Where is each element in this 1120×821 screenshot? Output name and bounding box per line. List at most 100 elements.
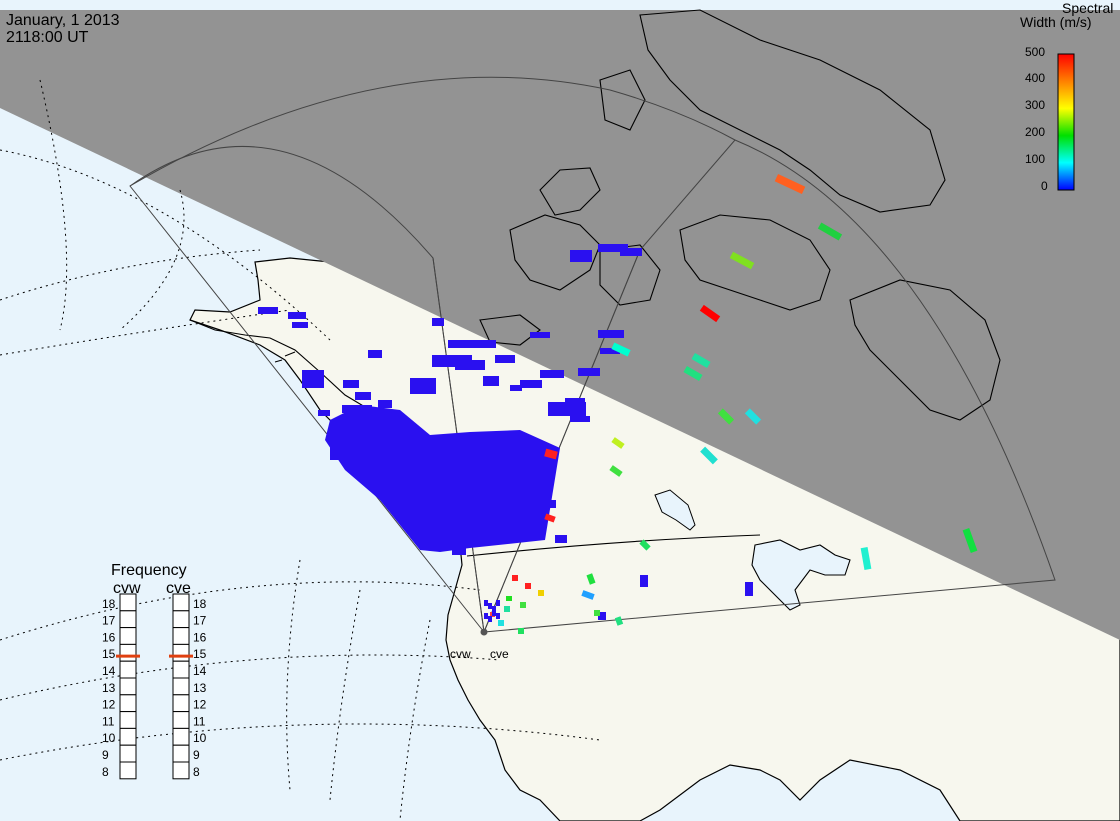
echo-cell [258, 307, 278, 314]
echo-cell [594, 610, 600, 616]
echo-cell [448, 340, 478, 348]
echo-cell [400, 470, 410, 484]
frequency-level-label: 11 [193, 714, 206, 728]
echo-cell [355, 392, 371, 400]
echo-cell [420, 470, 434, 478]
frequency-level-label: 9 [102, 748, 109, 762]
frequency-level-label: 17 [193, 614, 207, 628]
frequency-title: Frequency [111, 562, 187, 579]
echo-cell [330, 430, 370, 460]
echo-cell [372, 458, 392, 474]
echo-cell [520, 602, 526, 608]
echo-cell [445, 530, 465, 542]
radar-fov-outlines [129, 76, 1056, 634]
echo-cell [548, 500, 556, 508]
echo-cell [544, 513, 556, 523]
frequency-cell [119, 610, 137, 629]
echo-cell [611, 437, 625, 449]
echo-cell [302, 370, 324, 388]
frequency-level-label: 8 [193, 765, 200, 779]
echo-cell [420, 540, 434, 550]
echo-cell [860, 547, 872, 570]
echo-cell [744, 408, 762, 425]
legend-tick: 100 [1025, 152, 1045, 166]
echo-cell [691, 352, 711, 369]
legend-tick: 300 [1025, 98, 1045, 112]
frequency-level-label: 16 [193, 630, 207, 644]
frequency-cell [172, 677, 190, 696]
frequency-cell [172, 593, 190, 612]
arctic-islands [479, 9, 1001, 421]
echo-cell [492, 610, 496, 616]
echo-cell [488, 603, 492, 609]
radar-site-marker [480, 628, 488, 636]
echo-cell [518, 628, 524, 634]
echo-cell [498, 620, 504, 626]
echo-cell [581, 590, 595, 600]
echo-cell [774, 174, 806, 194]
frequency-radar-label-cvw: cvw [113, 580, 141, 597]
echo-cell [555, 535, 567, 543]
frequency-level-label: 15 [193, 647, 207, 661]
echo-cell [530, 332, 550, 338]
echo-cell [578, 368, 600, 376]
echo-cell [600, 348, 620, 354]
echo-cell [717, 408, 735, 425]
time-label: 2118:00 UT [6, 29, 89, 46]
frequency-cell [172, 627, 190, 645]
great-lakes [751, 539, 851, 611]
echo-cell [570, 250, 592, 262]
legend-tick: 400 [1025, 71, 1045, 85]
frequency-level-label: 10 [102, 731, 116, 745]
cve-fov [483, 139, 1056, 633]
frequency-level-label: 14 [102, 664, 116, 678]
echo-cell [483, 376, 499, 386]
echo-cell [510, 385, 522, 391]
frequency-cell [172, 694, 190, 713]
echo-cell [378, 400, 392, 408]
echo-cell [432, 318, 444, 326]
legend-tick: 500 [1025, 45, 1045, 59]
echo-cell [620, 248, 642, 256]
frequency-level-label: 13 [193, 681, 207, 695]
legend-title-line1: Spectral [1062, 0, 1113, 16]
legend-tick: 200 [1025, 125, 1045, 139]
echo-cell [496, 613, 500, 619]
frequency-level-label: 15 [102, 647, 116, 661]
frequency-level-label: 17 [102, 614, 116, 628]
us-canada-border [466, 534, 761, 557]
frequency-cell [119, 593, 137, 612]
frequency-cell [119, 660, 137, 679]
echo-cell [745, 582, 753, 596]
cvw-fov-outer-arc [129, 76, 611, 187]
echo-cell [565, 398, 585, 406]
echo-cell [540, 370, 564, 378]
echo-cell [817, 222, 843, 241]
frequency-cell [119, 711, 137, 729]
echo-cell [410, 378, 436, 394]
frequency-level-label: 14 [193, 664, 207, 678]
frequency-cell [172, 643, 190, 662]
frequency-cell [172, 727, 190, 746]
radar-label-cvw: cvw [450, 647, 471, 661]
legend-title-line2: Width (m/s) [1020, 14, 1092, 30]
echo-cell [488, 616, 492, 622]
echo-cell [288, 312, 306, 319]
frequency-level-label: 10 [193, 731, 207, 745]
frequency-level-label: 13 [102, 681, 116, 695]
echo-cell [700, 446, 718, 465]
echo-cell [292, 322, 308, 328]
echo-cell [405, 510, 415, 520]
echo-cell [484, 600, 488, 606]
echo-cell [452, 545, 466, 555]
frequency-cell [119, 677, 137, 696]
frequency-level-label: 16 [102, 630, 116, 644]
echo-cell [496, 600, 500, 606]
frequency-level-label: 9 [193, 748, 200, 762]
echo-cell [495, 355, 515, 363]
echo-cell [699, 304, 721, 323]
frequency-cell [119, 761, 137, 780]
echo-cell [609, 465, 623, 477]
echo-cell [343, 380, 359, 388]
echo-cell [598, 330, 624, 338]
